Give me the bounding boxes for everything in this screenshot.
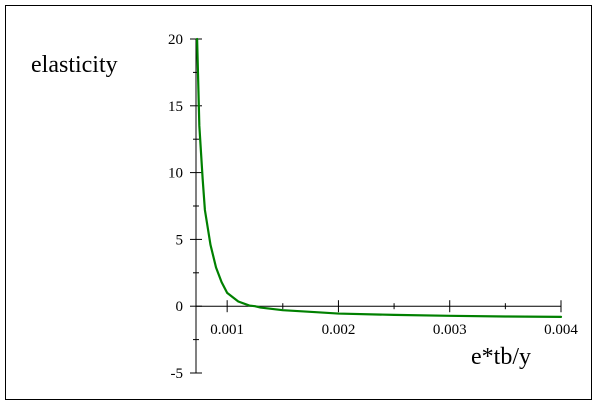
- y-tick-label: -5: [171, 366, 184, 382]
- y-tick-label: 0: [176, 299, 184, 315]
- x-tick-label: 0.003: [433, 322, 467, 338]
- y-tick-label: 10: [168, 166, 183, 182]
- axes: [195, 39, 561, 373]
- chart-frame: 0.001 0.002 0.003 0.004 -5 0 5 10 15 20 elasticit…: [5, 5, 592, 400]
- series-layer: [196, 37, 563, 318]
- x-tick-label: 0.001: [210, 322, 244, 338]
- line-chart: 0.001 0.002 0.003 0.004 -5 0 5 10 15 20 elasticit…: [31, 32, 578, 382]
- ticks: 0.001 0.002 0.003 0.004 -5 0 5 10 15 20: [168, 32, 578, 382]
- series-line: [196, 37, 563, 318]
- x-tick-label: 0.002: [322, 322, 356, 338]
- y-tick-label: 5: [176, 232, 184, 248]
- y-tick-label: 15: [168, 99, 183, 115]
- y-axis-label: elasticity: [31, 52, 118, 78]
- x-axis-label: e*tb/y: [471, 344, 531, 370]
- y-tick-label: 20: [168, 32, 183, 48]
- x-tick-label: 0.004: [544, 322, 578, 338]
